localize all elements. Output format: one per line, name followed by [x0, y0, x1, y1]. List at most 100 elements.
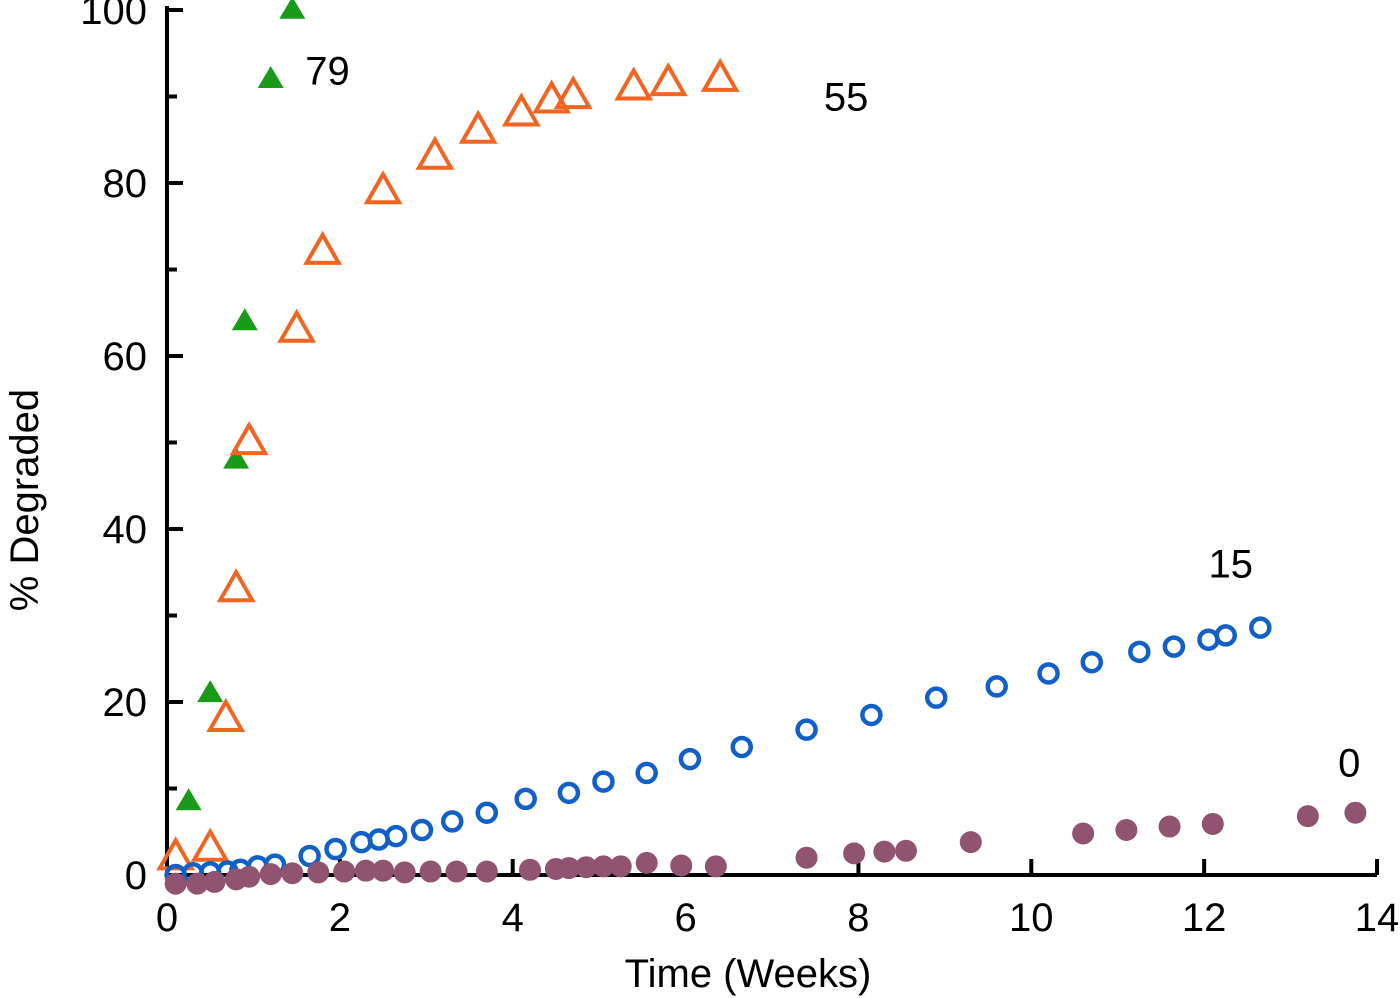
point-series-0-5: [259, 863, 282, 886]
point-series-0-18: [575, 856, 598, 879]
x-tick-label-12: 12: [1182, 896, 1227, 940]
point-series-55-4: [229, 421, 269, 456]
tick-marks: [165, 8, 1379, 877]
series-label-0: 0: [1338, 742, 1360, 786]
x-tick-label-8: 8: [847, 896, 869, 940]
point-series-55-7: [363, 170, 403, 205]
point-series-0-23: [704, 855, 727, 878]
y-tick-label-80: 80: [103, 162, 148, 206]
point-series-0-29: [1072, 822, 1095, 845]
point-series-0-0: [164, 872, 187, 895]
y-tick-label-100: 100: [80, 0, 147, 33]
point-series-0-9: [354, 859, 377, 882]
point-series-0-26: [873, 840, 896, 863]
point-series-15-12: [410, 818, 434, 842]
point-series-15-18: [635, 761, 658, 785]
y-tick-label-40: 40: [103, 508, 148, 552]
point-series-0-11: [393, 861, 416, 884]
point-series-15-20: [730, 735, 753, 759]
point-series-15-14: [475, 801, 499, 824]
x-tick-labels: 0 2 4 6 8 10 12 14: [156, 896, 1399, 940]
series-55: [156, 57, 740, 871]
point-series-0-19: [592, 855, 615, 878]
point-series-0-33: [1296, 805, 1319, 828]
point-series-0-14: [475, 860, 498, 883]
point-series-15-27: [1128, 640, 1151, 664]
point-series-15-30: [1214, 624, 1237, 647]
point-series-79-5: [279, 0, 306, 19]
point-series-0-17: [557, 857, 580, 880]
point-series-0-31: [1158, 815, 1181, 838]
y-axis-title: % Degraded: [3, 389, 47, 611]
point-series-0-8: [333, 860, 356, 883]
point-series-0-7: [307, 861, 330, 884]
point-series-55-8: [415, 135, 455, 170]
point-series-55-6: [303, 230, 343, 265]
series-label-55: 55: [824, 76, 869, 120]
point-series-79-0: [175, 788, 202, 811]
point-series-55-2: [206, 697, 246, 732]
x-axis-title: Time (Weeks): [625, 952, 872, 996]
series-label-15: 15: [1208, 543, 1253, 587]
x-tick-label-0: 0: [156, 896, 178, 940]
series-label-79: 79: [305, 50, 350, 94]
y-tick-label-20: 20: [103, 681, 148, 725]
y-tick-label-60: 60: [103, 335, 148, 379]
series-labels: 79 55 15 0: [305, 50, 1360, 786]
y-tick-labels: 0 20 40 60 80 100: [80, 0, 147, 898]
point-series-15-8: [324, 837, 347, 861]
point-series-0-21: [635, 851, 658, 874]
point-series-15-10: [367, 828, 390, 851]
point-series-15-22: [860, 703, 883, 727]
point-series-79-4: [257, 66, 284, 88]
point-series-15-7: [298, 844, 321, 868]
point-series-0-1: [186, 872, 209, 895]
point-series-15-24: [985, 675, 1008, 698]
point-series-15-16: [557, 781, 581, 805]
point-series-55-9: [458, 109, 498, 144]
x-tick-label-6: 6: [674, 896, 696, 940]
point-series-0-12: [419, 860, 442, 883]
point-series-0-30: [1115, 819, 1138, 842]
series-marks: [156, 0, 1367, 895]
point-series-0-34: [1344, 801, 1367, 824]
point-series-55-0: [156, 836, 196, 871]
point-series-15-28: [1162, 635, 1186, 658]
point-series-79-3: [231, 308, 258, 331]
point-series-0-25: [843, 842, 866, 865]
point-series-15-9: [350, 830, 373, 854]
point-series-15-15: [514, 787, 537, 811]
point-series-0-4: [238, 865, 261, 888]
point-series-55-1: [190, 827, 230, 862]
series-79: [175, 0, 306, 811]
point-series-15-26: [1080, 650, 1104, 674]
series-15: [164, 616, 1272, 887]
point-series-0-32: [1201, 812, 1224, 835]
point-series-0-24: [795, 846, 818, 869]
point-series-55-3: [216, 568, 256, 603]
point-series-15-13: [440, 810, 464, 833]
x-tick-label-2: 2: [329, 896, 351, 940]
point-series-15-19: [678, 747, 702, 771]
point-series-0-20: [609, 855, 632, 878]
y-tick-label-0: 0: [125, 854, 147, 898]
point-series-55-10: [501, 92, 541, 127]
point-series-0-22: [670, 854, 693, 877]
x-tick-label-10: 10: [1009, 896, 1054, 940]
point-series-0-2: [203, 870, 226, 893]
x-tick-label-14: 14: [1355, 896, 1400, 940]
point-series-15-17: [592, 770, 615, 793]
point-series-55-14: [648, 62, 688, 97]
point-series-0-28: [959, 831, 982, 854]
axes: [165, 6, 1377, 877]
point-series-55-13: [614, 66, 654, 101]
point-series-55-11: [532, 79, 572, 114]
point-series-55-12: [553, 75, 593, 110]
point-series-15-23: [924, 686, 948, 709]
point-series-55-15: [700, 57, 740, 92]
point-series-15-21: [795, 718, 818, 741]
point-series-15-31: [1249, 616, 1272, 639]
point-series-15-11: [384, 824, 408, 848]
point-series-0-15: [519, 858, 541, 881]
